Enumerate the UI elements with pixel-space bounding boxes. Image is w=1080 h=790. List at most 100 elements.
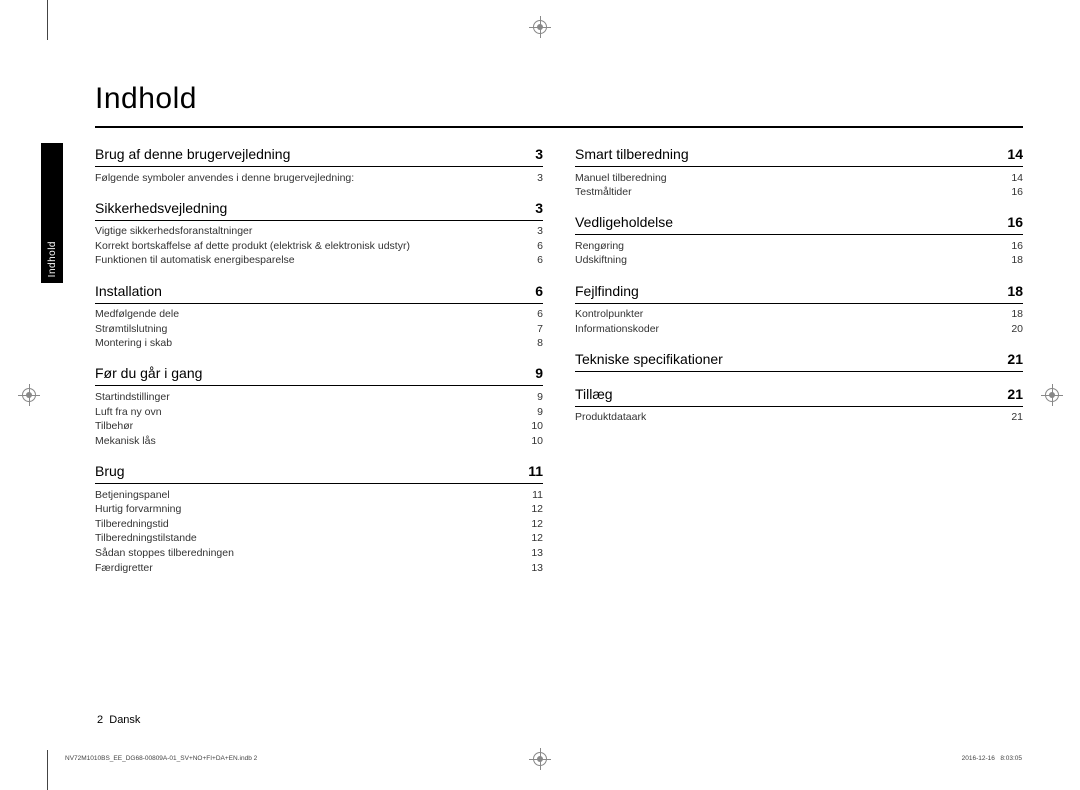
- toc-section-title: Fejlfinding: [575, 283, 639, 299]
- toc-sub-row: Hurtig forvarmning12: [95, 503, 543, 518]
- toc-sub-row: Færdigretter13: [95, 561, 543, 576]
- toc-sub-row: Korrekt bortskaffelse af dette produkt (…: [95, 239, 543, 254]
- toc-sub-row: Informationskoder20: [575, 322, 1023, 337]
- toc-sub-row: Tilberedningstilstande12: [95, 532, 543, 547]
- toc-section: Brug af denne brugervejledning3 Følgende …: [95, 146, 543, 186]
- toc-sub-page: 9: [537, 391, 543, 405]
- toc-sub-label: Tilberedningstid: [95, 518, 531, 532]
- toc-sub-row: Tilbehør10: [95, 420, 543, 435]
- toc-section-heading: Tillæg 21: [575, 386, 1023, 407]
- toc-section-page: 9: [535, 365, 543, 381]
- toc-sub-row: Produktdataark21: [575, 411, 1023, 426]
- toc-sub-row: Startindstillinger9: [95, 390, 543, 405]
- toc-sub-row: Udskiftning18: [575, 254, 1023, 269]
- toc-sub-list: Manuel tilberedning14Testmåltider16: [575, 171, 1023, 200]
- toc-sub-label: Vigtige sikkerhedsforanstaltninger: [95, 225, 537, 239]
- toc-section: Tillæg21Produktdataark21: [575, 386, 1023, 426]
- toc-section-heading: Brug af denne brugervejledning3: [95, 146, 543, 167]
- page-number: 2: [97, 714, 103, 726]
- toc-sub-page: 21: [1011, 411, 1023, 425]
- toc-sub-label: Informationskoder: [575, 323, 1011, 337]
- toc-sub-label: Sådan stoppes tilberedningen: [95, 547, 531, 561]
- toc-sub-label: Tilbehør: [95, 420, 531, 434]
- toc-sub-label: Rengøring: [575, 240, 1011, 254]
- toc-sub-label: Færdigretter: [95, 562, 531, 576]
- toc-sub-list: Kontrolpunkter18Informationskoder20: [575, 308, 1023, 337]
- toc-sub-page: 3: [537, 172, 543, 186]
- toc-section-heading: Smart tilberedning14: [575, 146, 1023, 167]
- toc-section-title: Før du går i gang: [95, 365, 202, 381]
- toc-section-title: Brug: [95, 463, 125, 479]
- toc-section-page: 18: [1007, 283, 1023, 299]
- toc-sub-row: Betjeningspanel11: [95, 488, 543, 503]
- toc-sub-list: Medfølgende dele6Strømtilslutning7Monter…: [95, 308, 543, 352]
- page-title: Indhold: [95, 82, 1023, 128]
- toc-section-page: 21: [1007, 386, 1023, 402]
- side-tab-label: Indhold: [47, 241, 58, 277]
- page-content: Indhold Brug af denne brugervejledning3 F…: [95, 82, 1023, 590]
- toc-sub-page: 18: [1011, 254, 1023, 268]
- file-info: NV72M1010BS_EE_DG68-00809A-01_SV+NO+FI+D…: [65, 755, 257, 762]
- toc-section-heading: Tekniske specifikationer21: [575, 351, 1023, 372]
- toc-sub-page: 16: [1011, 240, 1023, 254]
- language-label: Dansk: [109, 714, 140, 726]
- toc-sub-row: Montering i skab8: [95, 337, 543, 352]
- timestamp-time: 8:03:05: [1000, 755, 1022, 762]
- toc-sub-row: Strømtilslutning7: [95, 322, 543, 337]
- timestamp: 2016-12-16 8:03:05: [962, 755, 1022, 762]
- toc-section-title: Vedligeholdelse: [575, 214, 673, 230]
- toc-sub-list: Betjeningspanel11Hurtig forvarmning12Til…: [95, 488, 543, 576]
- toc-section-title: Tillæg: [575, 386, 613, 402]
- toc-sub-label: Mekanisk lås: [95, 435, 531, 449]
- toc-sub-row: Kontrolpunkter18: [575, 308, 1023, 323]
- toc-sub-page: 12: [531, 503, 543, 517]
- toc-sub-label: Hurtig forvarmning: [95, 503, 531, 517]
- toc-sub-page: 12: [531, 518, 543, 532]
- toc-sub-list: Produktdataark21: [575, 411, 1023, 426]
- toc-section-page: 3: [535, 200, 543, 216]
- toc-sub-label: Montering i skab: [95, 337, 537, 351]
- toc-sub-row: Testmåltider16: [575, 186, 1023, 201]
- toc-sub-list: Rengøring16Udskiftning18: [575, 239, 1023, 268]
- timestamp-date: 2016-12-16: [962, 755, 995, 762]
- toc-sub-row: Rengøring16: [575, 239, 1023, 254]
- toc-sub-label: Luft fra ny ovn: [95, 406, 537, 420]
- toc-section: Vedligeholdelse 16Rengøring16Udskiftning1…: [575, 214, 1023, 268]
- toc-sub-label: Korrekt bortskaffelse af dette produkt (…: [95, 240, 537, 254]
- toc-sub-page: 9: [537, 406, 543, 420]
- toc-sub-label: Medfølgende dele: [95, 308, 537, 322]
- toc-sub-page: 13: [531, 547, 543, 561]
- toc-sub-page: 12: [531, 532, 543, 546]
- toc-sub-page: 3: [537, 225, 543, 239]
- toc-sub-row: Luft fra ny ovn9: [95, 405, 543, 420]
- toc-sub-row: Tilberedningstid12: [95, 517, 543, 532]
- toc-left-column: Brug af denne brugervejledning3 Følgende …: [95, 146, 543, 590]
- toc-sub-list: Vigtige sikkerhedsforanstaltninger3Korre…: [95, 225, 543, 269]
- toc-sub-page: 8: [537, 337, 543, 351]
- registration-mark-icon: [533, 20, 547, 34]
- toc-sub-list: Startindstillinger9Luft fra ny ovn9Tilbe…: [95, 390, 543, 449]
- toc-sub-page: 14: [1011, 172, 1023, 186]
- registration-mark-icon: [22, 388, 36, 402]
- toc-sub-page: 18: [1011, 308, 1023, 322]
- toc-sub-row: Vigtige sikkerhedsforanstaltninger3: [95, 225, 543, 240]
- toc-section-title: Installation: [95, 283, 162, 299]
- toc-section-page: 11: [528, 463, 543, 479]
- toc-section: Sikkerhedsvejledning3Vigtige sikkerhedsf…: [95, 200, 543, 269]
- toc-sub-label: Startindstillinger: [95, 391, 537, 405]
- toc-right-column: Smart tilberedning14Manuel tilberedning1…: [575, 146, 1023, 590]
- toc-section-title: Tekniske specifikationer: [575, 351, 723, 367]
- toc-section-page: 6: [535, 283, 543, 299]
- toc-sub-list: Følgende symboler anvendes i denne bruge…: [95, 171, 543, 186]
- toc-sub-row: Manuel tilberedning14: [575, 171, 1023, 186]
- toc-sub-page: 6: [537, 240, 543, 254]
- side-tab: Indhold: [41, 143, 63, 283]
- toc-section: Installation 6 Medfølgende dele6Strømtilsl…: [95, 283, 543, 352]
- toc-section: Smart tilberedning14 Manuel tilberedning1…: [575, 146, 1023, 200]
- toc-sub-label: Tilberedningstilstande: [95, 532, 531, 546]
- toc-sub-label: Manuel tilberedning: [575, 172, 1011, 186]
- crop-mark: [47, 0, 48, 40]
- toc-section: Fejlfinding18Kontrolpunkter18Information…: [575, 283, 1023, 337]
- registration-mark-icon: [533, 752, 547, 766]
- toc-sub-row: Mekanisk lås10: [95, 434, 543, 449]
